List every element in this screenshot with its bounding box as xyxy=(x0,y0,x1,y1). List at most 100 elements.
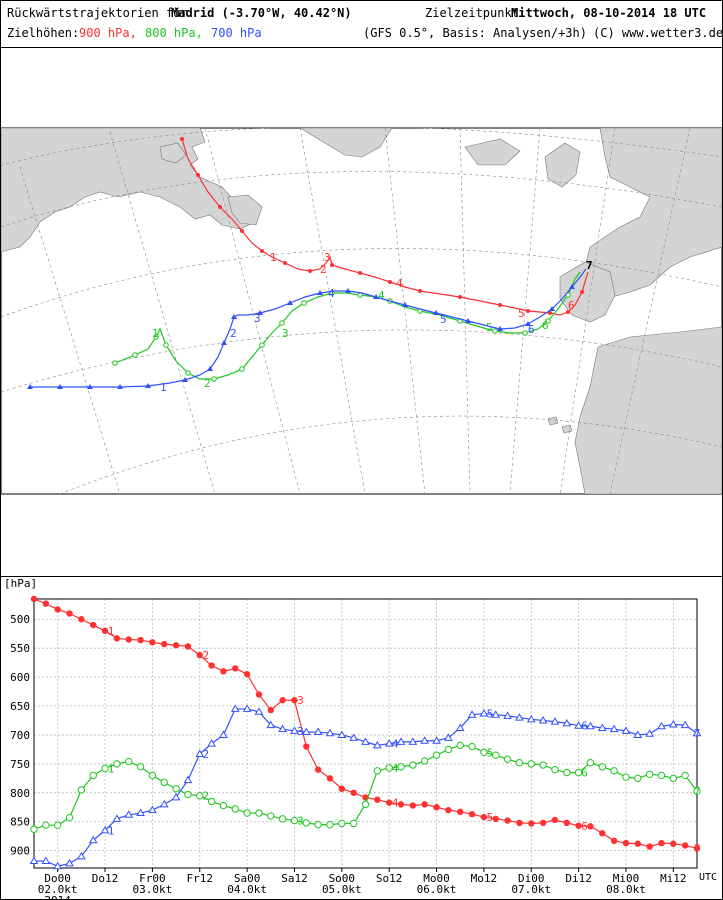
traj-700-label: 5 xyxy=(440,313,447,326)
series-day-label: 6 xyxy=(581,767,588,780)
data-point xyxy=(291,697,298,704)
data-point xyxy=(433,804,440,811)
chart-header: Rückwärtstrajektorien für Madrid (-3.70°… xyxy=(0,0,723,48)
british-isles xyxy=(544,142,581,188)
data-point xyxy=(645,729,655,737)
x-tick-date: 06.0kt xyxy=(417,883,457,896)
data-point xyxy=(337,730,347,738)
traj-800-label: 1 xyxy=(152,327,159,340)
traj-900-label: 5 xyxy=(518,307,525,320)
data-point xyxy=(539,819,547,827)
data-point xyxy=(101,627,109,635)
series-day-label: 1 xyxy=(108,824,115,837)
series-day-label: 2 xyxy=(202,649,209,662)
series-line xyxy=(33,744,698,830)
data-point xyxy=(349,819,358,828)
data-point xyxy=(220,668,227,675)
data-point xyxy=(267,706,274,714)
data-point xyxy=(232,665,239,672)
data-point xyxy=(538,715,548,724)
x-tick-date: 04.0kt xyxy=(227,883,267,896)
data-point xyxy=(78,616,85,623)
x-tick-label: Fr00 xyxy=(139,872,166,885)
data-point xyxy=(598,763,606,771)
traj-900-label: 1 xyxy=(270,251,277,264)
data-point xyxy=(421,801,428,808)
data-point xyxy=(195,749,205,758)
data-point xyxy=(586,721,595,730)
x-unit-label: UTC xyxy=(699,872,717,883)
data-point xyxy=(563,819,570,827)
data-point xyxy=(432,751,441,759)
series-day-label: 3 xyxy=(297,815,304,828)
data-point xyxy=(76,851,86,860)
series-day-label: 6 xyxy=(581,820,588,833)
data-point xyxy=(492,815,499,823)
data-point xyxy=(480,813,488,821)
data-point xyxy=(692,728,702,737)
series-day-label: 6 xyxy=(581,720,588,733)
series-day-label: 4 xyxy=(392,797,399,810)
data-point xyxy=(693,845,701,852)
data-point xyxy=(326,820,334,829)
y-tick-label: 650 xyxy=(10,700,30,713)
x-tick-date: 03.0kt xyxy=(133,883,173,896)
data-point xyxy=(278,815,287,823)
data-point xyxy=(657,771,666,780)
data-point xyxy=(113,760,121,768)
data-point xyxy=(396,737,406,745)
trajectory-map: 1 2 3 4 5 6 1 2 3 4 5 xyxy=(0,127,723,495)
data-point xyxy=(397,801,405,808)
data-point xyxy=(303,743,310,750)
data-point xyxy=(408,737,418,745)
series-day-label: 1 xyxy=(108,762,115,775)
data-point xyxy=(89,771,97,780)
data-point xyxy=(148,771,157,780)
data-point xyxy=(503,755,512,763)
data-point xyxy=(172,785,180,793)
y-tick-label: 500 xyxy=(10,613,30,626)
data-point xyxy=(113,635,121,642)
data-point xyxy=(503,711,512,719)
data-point xyxy=(125,636,132,643)
data-point xyxy=(350,789,357,796)
data-point xyxy=(668,720,678,728)
data-point xyxy=(373,767,382,775)
data-point xyxy=(457,808,464,816)
traj-700-label: 3 xyxy=(254,312,261,325)
greenland-tip xyxy=(299,128,393,158)
data-point xyxy=(409,802,417,809)
data-point xyxy=(65,858,74,867)
data-point xyxy=(634,840,642,847)
data-point xyxy=(100,825,110,834)
data-point xyxy=(515,759,524,767)
data-point xyxy=(456,741,464,750)
data-point xyxy=(302,819,311,827)
x-tick-label: Do00 xyxy=(44,872,71,885)
series-day-label: 5 xyxy=(487,811,494,824)
newfoundland xyxy=(227,194,263,226)
graticule xyxy=(1,128,722,494)
data-point xyxy=(492,751,500,759)
y-tick-label: 850 xyxy=(10,816,30,829)
data-point xyxy=(622,839,630,847)
pressure-chart-panel: [hPa] 500 550 600 650 700 750 800 850 900 Do00 02.0… xyxy=(0,576,723,900)
data-point xyxy=(77,786,86,794)
data-point xyxy=(575,822,582,829)
data-point xyxy=(622,773,630,781)
data-point xyxy=(88,835,98,844)
series-day-label: 5 xyxy=(487,746,494,759)
series-day-label: 4 xyxy=(392,738,399,751)
data-point xyxy=(609,724,619,733)
data-point xyxy=(53,861,63,870)
x-tick-label: Mi00 xyxy=(613,872,640,885)
data-point xyxy=(361,800,370,809)
data-point xyxy=(444,733,453,741)
x-tick-label: So00 xyxy=(329,872,356,885)
data-point xyxy=(30,825,38,833)
data-point xyxy=(432,736,441,744)
data-point xyxy=(267,812,275,820)
data-point xyxy=(361,737,370,745)
data-point xyxy=(551,765,559,774)
series-day-label: 4 xyxy=(392,762,399,775)
